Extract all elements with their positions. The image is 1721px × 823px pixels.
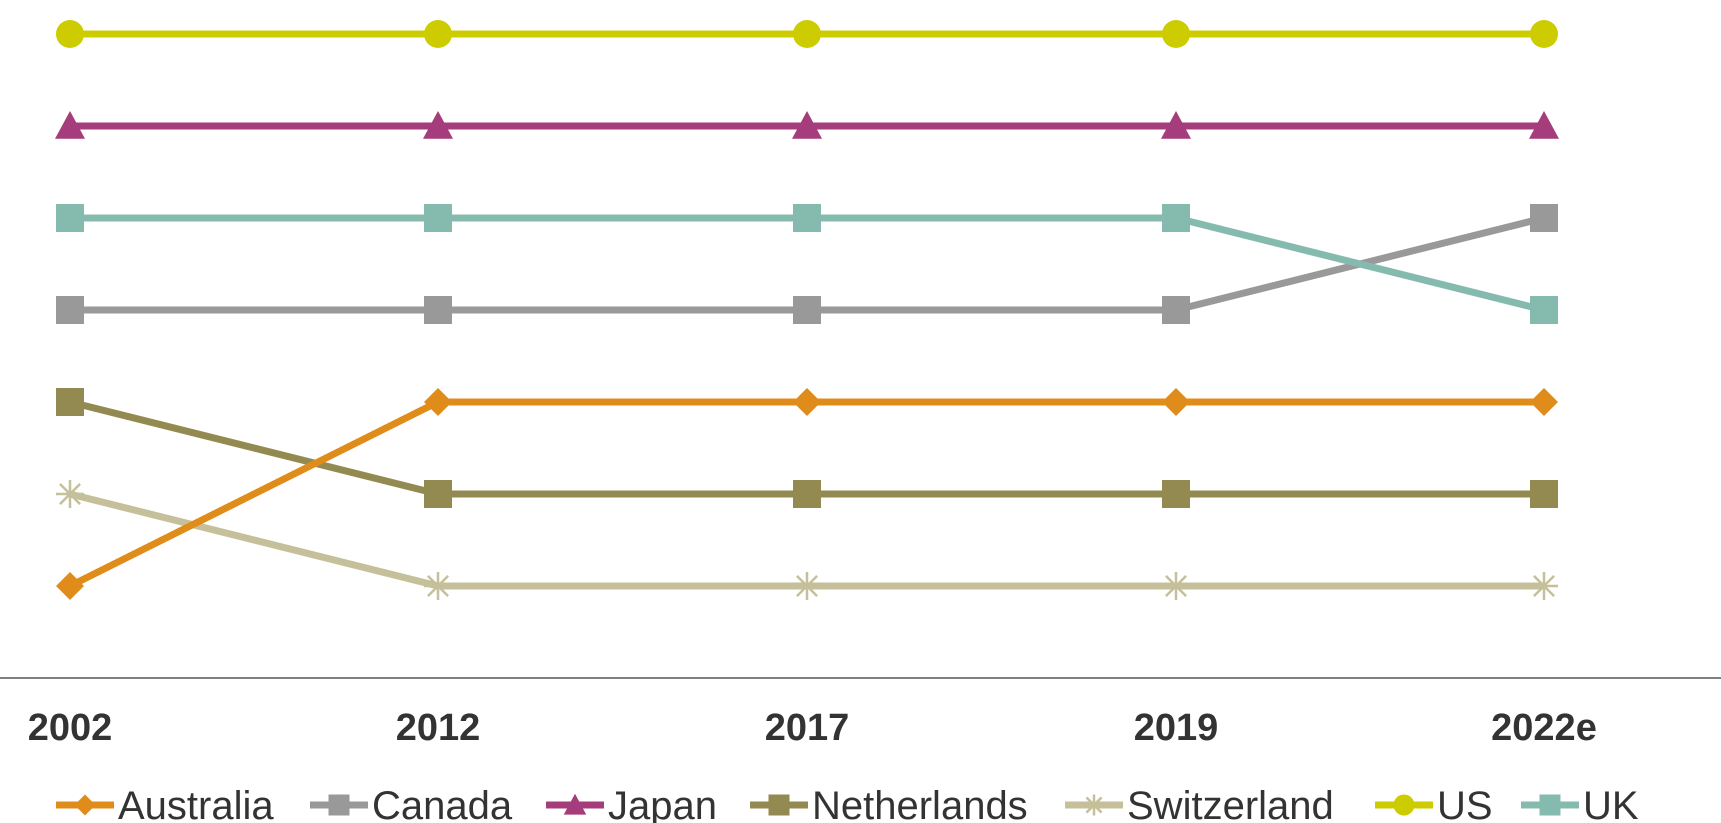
- data-point-australia-2017: [793, 388, 821, 416]
- legend-label-switzerland: Switzerland: [1127, 784, 1334, 823]
- data-point-switzerland-2017: [793, 572, 821, 600]
- data-point-japan-2019: [1161, 111, 1191, 139]
- series-layer: [55, 20, 1559, 600]
- legend-item-japan: Japan: [546, 784, 717, 823]
- legend-marker-australia: [74, 794, 96, 816]
- x-tick-label: 2019: [1134, 707, 1219, 749]
- data-point-canada-2017: [793, 296, 821, 324]
- legend-marker-switzerland: [1083, 794, 1105, 816]
- data-point-canada-2019: [1162, 296, 1190, 324]
- data-point-uk-2012: [424, 204, 452, 232]
- data-point-switzerland-2019: [1162, 572, 1190, 600]
- legend: Australia Canada Japan Netherlands Switzerla…: [56, 784, 1639, 823]
- legend-label-us: US: [1437, 784, 1493, 823]
- legend-label-australia: Australia: [118, 784, 274, 823]
- x-tick-labels: 2002 2012 2017 2019 2022e: [28, 707, 1597, 749]
- data-point-japan-2002: [55, 111, 85, 139]
- data-point-canada-2012: [424, 296, 452, 324]
- data-point-netherlands-2012: [424, 480, 452, 508]
- data-point-us-2012: [424, 20, 452, 48]
- data-point-switzerland-2002: [56, 480, 84, 508]
- data-point-us-2002: [56, 20, 84, 48]
- legend-label-netherlands: Netherlands: [812, 784, 1028, 823]
- data-point-japan-2017: [792, 111, 822, 139]
- data-point-us-2019: [1162, 20, 1190, 48]
- legend-item-us: US: [1375, 784, 1493, 823]
- legend-item-australia: Australia: [56, 784, 274, 823]
- x-tick-label: 2017: [765, 707, 850, 749]
- data-point-switzerland-2012: [424, 572, 452, 600]
- legend-label-uk: UK: [1583, 784, 1639, 823]
- data-point-netherlands-2022e: [1530, 480, 1558, 508]
- data-point-canada-2022e: [1530, 204, 1558, 232]
- data-point-uk-2017: [793, 204, 821, 232]
- legend-item-netherlands: Netherlands: [750, 784, 1028, 823]
- data-point-netherlands-2019: [1162, 480, 1190, 508]
- data-point-uk-2002: [56, 204, 84, 232]
- legend-marker-japan: [563, 793, 587, 815]
- legend-marker-canada: [328, 794, 350, 816]
- data-point-canada-2002: [56, 296, 84, 324]
- data-point-japan-2022e: [1529, 111, 1559, 139]
- x-tick-label: 2012: [396, 707, 481, 749]
- legend-label-japan: Japan: [608, 784, 717, 823]
- data-point-japan-2012: [423, 111, 453, 139]
- data-point-switzerland-2022e: [1530, 572, 1558, 600]
- data-point-us-2022e: [1530, 20, 1558, 48]
- data-point-netherlands-2017: [793, 480, 821, 508]
- data-point-australia-2019: [1162, 388, 1190, 416]
- data-point-netherlands-2002: [56, 388, 84, 416]
- data-point-australia-2002: [56, 572, 84, 600]
- legend-item-canada: Canada: [310, 784, 513, 823]
- legend-marker-netherlands: [768, 794, 790, 816]
- data-point-australia-2022e: [1530, 388, 1558, 416]
- data-point-us-2017: [793, 20, 821, 48]
- legend-marker-uk: [1539, 794, 1561, 816]
- data-point-uk-2022e: [1530, 296, 1558, 324]
- x-tick-label: 2002: [28, 707, 113, 749]
- x-tick-label: 2022e: [1491, 707, 1597, 749]
- legend-item-switzerland: Switzerland: [1065, 784, 1334, 823]
- data-point-uk-2019: [1162, 204, 1190, 232]
- legend-label-canada: Canada: [372, 784, 513, 823]
- legend-item-uk: UK: [1521, 784, 1639, 823]
- data-point-australia-2012: [424, 388, 452, 416]
- legend-marker-us: [1393, 794, 1415, 816]
